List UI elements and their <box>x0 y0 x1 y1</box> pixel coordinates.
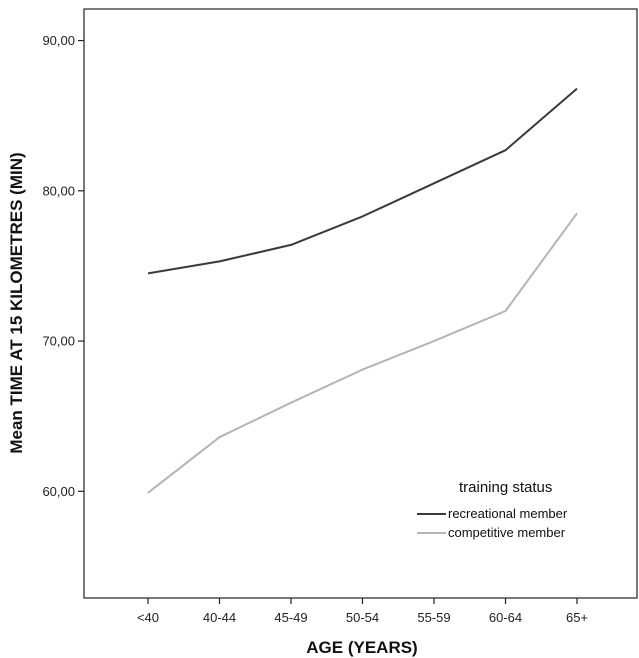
y-tick-label: 90,00 <box>42 33 75 48</box>
y-axis: 60,00 70,00 80,00 90,00 <box>42 33 84 499</box>
x-tick-label: 60-64 <box>489 610 522 625</box>
x-tick-label: 45-49 <box>274 610 307 625</box>
plot-frame <box>83 8 638 599</box>
x-axis: <40 40-44 45-49 50-54 55-59 60-64 65+ <box>137 598 588 625</box>
series-layer <box>147 87 578 494</box>
series-line-competitive <box>147 212 578 494</box>
legend-label-recreational: recreational member <box>448 506 568 521</box>
y-tick-label: 60,00 <box>42 484 75 499</box>
x-tick-label: 65+ <box>566 610 588 625</box>
legend-title: training status <box>459 479 552 496</box>
x-axis-title: AGE (YEARS) <box>306 638 417 657</box>
x-tick-label: 40-44 <box>203 610 236 625</box>
series-line-recreational <box>147 87 578 275</box>
y-tick-label: 70,00 <box>42 334 75 349</box>
x-tick-label: <40 <box>137 610 159 625</box>
legend-label-competitive: competitive member <box>448 525 566 540</box>
x-tick-label: 50-54 <box>346 610 379 625</box>
y-tick-label: 80,00 <box>42 183 75 198</box>
x-tick-label: 55-59 <box>417 610 450 625</box>
y-axis-title: Mean TIME AT 15 KILOMETRES (MIN) <box>7 152 26 453</box>
legend: training status recreational member comp… <box>417 479 568 540</box>
